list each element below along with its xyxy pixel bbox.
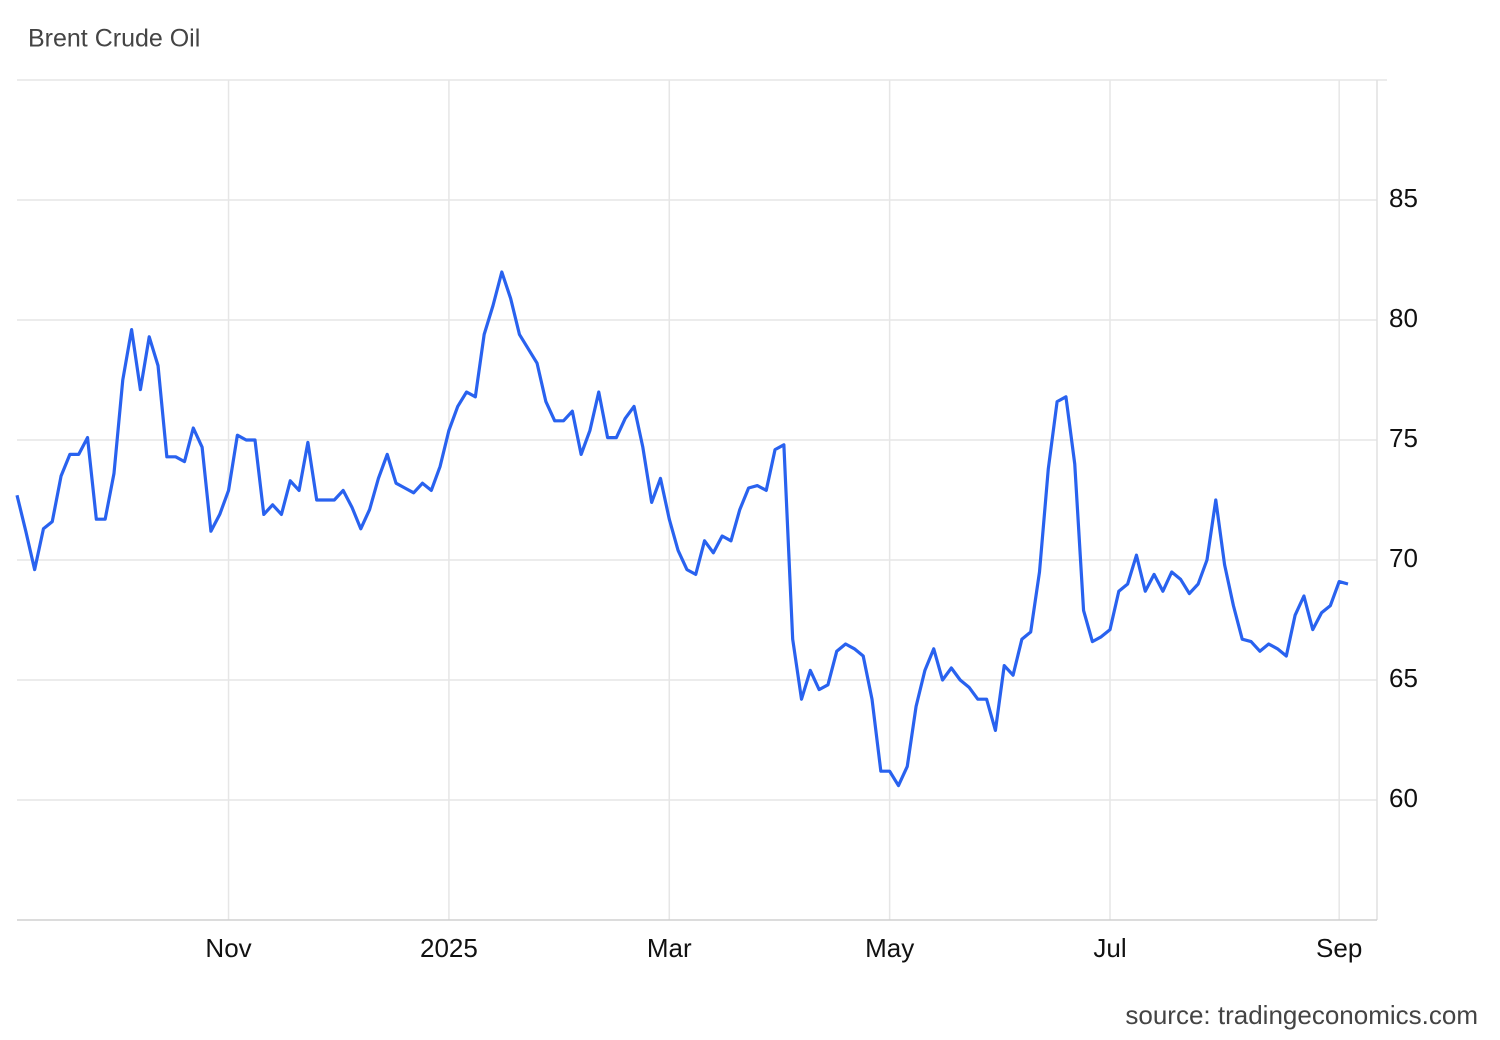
chart-title: Brent Crude Oil — [28, 25, 200, 53]
x-tick-label: Jul — [1093, 933, 1126, 963]
y-tick-label: 60 — [1389, 783, 1418, 813]
y-tick-label: 65 — [1389, 663, 1418, 693]
source-note: source: tradingeconomics.com — [1125, 1000, 1478, 1030]
price-line — [15, 270, 1349, 788]
y-tick-label: 70 — [1389, 543, 1418, 573]
y-tick-label: 85 — [1389, 183, 1418, 213]
x-tick-label: Mar — [647, 933, 692, 963]
x-tick-label: Sep — [1316, 933, 1362, 963]
x-tick-label: 2025 — [420, 933, 478, 963]
y-tick-label: 80 — [1389, 303, 1418, 333]
y-tick-label: 75 — [1389, 423, 1418, 453]
x-tick-label: May — [865, 933, 914, 963]
x-tick-label: Nov — [205, 933, 251, 963]
